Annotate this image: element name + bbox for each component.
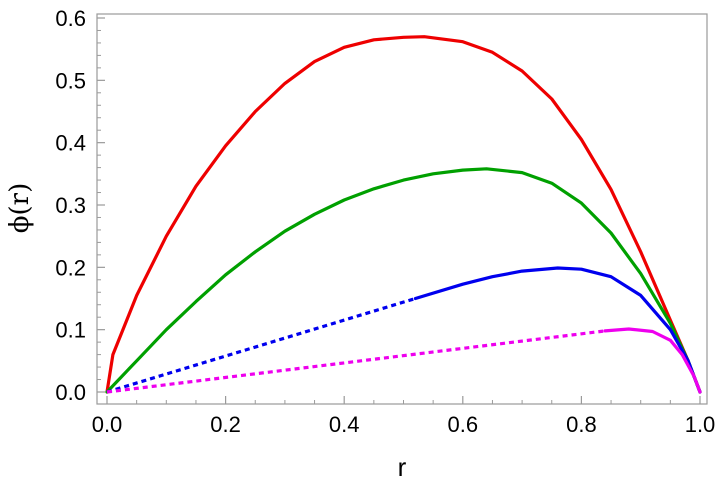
y-tick-label: 0.4 — [55, 131, 86, 156]
x-axis-label: r — [398, 452, 407, 482]
y-tick-label: 0.1 — [55, 318, 86, 343]
series-layer — [105, 35, 702, 394]
x-tick-label: 1.0 — [685, 412, 716, 437]
x-tick-label: 0.2 — [210, 412, 241, 437]
y-tick-label: 0.3 — [55, 193, 86, 218]
x-axis: 0.0 0.2 0.4 0.6 0.8 1.0 — [92, 396, 716, 437]
series-line-0 — [105, 35, 702, 394]
y-tick-label: 0.5 — [55, 68, 86, 93]
plot-frame — [96, 13, 708, 405]
series-line-3 — [413, 266, 702, 394]
series-line-1 — [105, 167, 702, 394]
y-tick-label: 0.6 — [55, 6, 86, 31]
y-axis: 0.0 0.1 0.2 0.3 0.4 0.5 0.6 — [55, 6, 105, 405]
y-tick-label: 0.0 — [55, 380, 86, 405]
x-tick-label: 0.4 — [329, 412, 360, 437]
x-tick-label: 0.8 — [566, 412, 597, 437]
x-tick-label: 0.6 — [448, 412, 479, 437]
y-axis-label: ϕ(r) — [5, 183, 35, 233]
y-tick-label: 0.2 — [55, 255, 86, 280]
x-tick-label: 0.0 — [92, 412, 123, 437]
series-line-4 — [106, 329, 606, 394]
series-line-5 — [603, 327, 702, 394]
